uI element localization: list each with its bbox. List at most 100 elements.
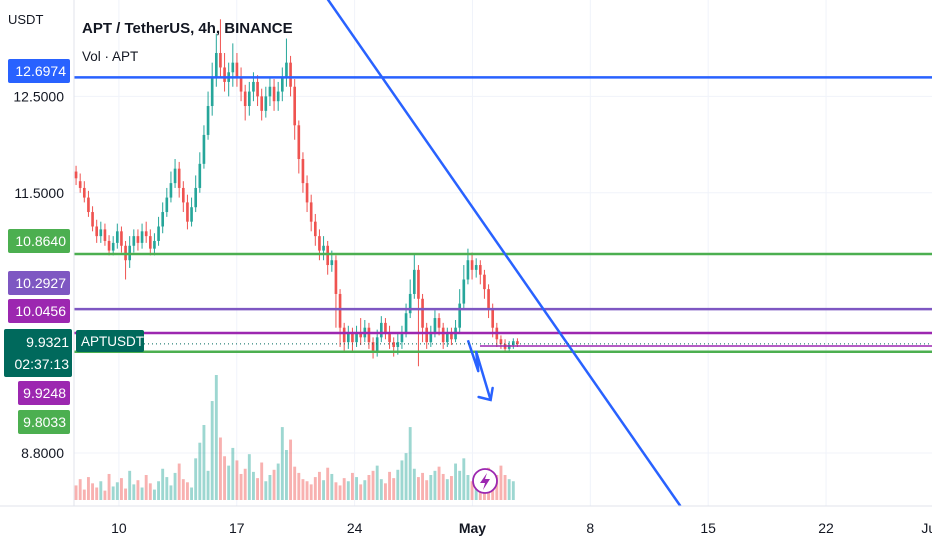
candle-body[interactable] [157, 226, 160, 241]
candle-body[interactable] [144, 231, 148, 237]
candle-body[interactable] [78, 181, 82, 188]
candle-body[interactable] [194, 187, 198, 208]
candle-body[interactable] [305, 183, 309, 203]
candle-body[interactable] [421, 298, 424, 328]
candle-body[interactable] [190, 207, 193, 222]
horizontal-levels[interactable] [74, 76, 932, 354]
candle-body[interactable] [487, 289, 490, 309]
candle-body[interactable] [445, 332, 449, 343]
candle-body[interactable] [318, 236, 321, 251]
candle-body[interactable] [165, 197, 169, 213]
candle-body[interactable] [507, 345, 511, 349]
candle-body[interactable] [206, 106, 210, 135]
candle-body[interactable] [326, 245, 330, 266]
candle-body[interactable] [297, 125, 301, 160]
candle-body[interactable] [280, 77, 284, 92]
candle-body[interactable] [256, 81, 259, 97]
candle-body[interactable] [99, 229, 103, 237]
candle-body[interactable] [396, 342, 400, 347]
candle-body[interactable] [458, 303, 462, 328]
candle-body[interactable] [82, 187, 86, 198]
candle-body[interactable] [276, 91, 280, 102]
candle-body[interactable] [210, 77, 214, 107]
candle-body[interactable] [198, 163, 202, 188]
candle-body[interactable] [115, 231, 119, 243]
candle-body[interactable] [247, 91, 251, 107]
candle-body[interactable] [136, 236, 140, 243]
candle-body[interactable] [239, 77, 243, 92]
candle-body[interactable] [474, 265, 478, 270]
candle-body[interactable] [516, 341, 519, 345]
candle-body[interactable] [437, 318, 441, 328]
candle-body[interactable] [177, 168, 181, 188]
candle-body[interactable] [111, 242, 115, 251]
candle-body[interactable] [351, 332, 354, 343]
candle-body[interactable] [214, 53, 218, 78]
candle-body[interactable] [355, 332, 358, 343]
candle-body[interactable] [417, 269, 420, 299]
candle-body[interactable] [511, 341, 515, 346]
candle-body[interactable] [309, 202, 313, 222]
candle-body[interactable] [499, 339, 503, 345]
candlesticks[interactable] [74, 19, 519, 367]
candle-body[interactable] [186, 202, 189, 222]
candle-body[interactable] [462, 279, 466, 304]
candle-body[interactable] [103, 229, 107, 241]
candle-body[interactable] [346, 332, 350, 343]
candle-body[interactable] [153, 240, 156, 249]
candle-body[interactable] [223, 67, 226, 82]
candle-body[interactable] [268, 86, 272, 97]
candle-body[interactable] [132, 236, 136, 246]
candle-body[interactable] [219, 53, 222, 68]
candle-body[interactable] [148, 236, 152, 249]
candle-body[interactable] [173, 168, 177, 184]
candle-body[interactable] [235, 62, 239, 78]
candle-body[interactable] [95, 226, 99, 237]
candle-body[interactable] [140, 231, 144, 243]
candle-body[interactable] [379, 322, 383, 338]
candle-body[interactable] [429, 332, 433, 343]
candle-body[interactable] [285, 62, 288, 78]
candle-body[interactable] [478, 265, 482, 275]
candle-body[interactable] [322, 245, 325, 251]
candle-body[interactable] [470, 260, 474, 270]
candle-body[interactable] [260, 96, 264, 111]
candle-body[interactable] [330, 260, 334, 266]
candle-body[interactable] [483, 274, 486, 290]
candle-body[interactable] [169, 183, 173, 198]
candle-body[interactable] [441, 327, 445, 343]
candle-body[interactable] [491, 308, 495, 328]
candle-body[interactable] [243, 91, 247, 107]
candle-body[interactable] [400, 332, 404, 343]
candle-body[interactable] [107, 240, 111, 251]
candle-body[interactable] [404, 313, 408, 333]
candle-body[interactable] [74, 171, 78, 179]
descending-trendline[interactable] [322, 0, 682, 507]
candle-body[interactable] [367, 327, 371, 343]
candle-body[interactable] [181, 187, 185, 203]
candle-body[interactable] [301, 159, 305, 184]
candle-body[interactable] [120, 231, 123, 246]
candle-body[interactable] [231, 62, 235, 73]
candle-body[interactable] [264, 96, 268, 111]
candle-body[interactable] [252, 81, 255, 92]
candle-body[interactable] [412, 269, 416, 294]
candle-body[interactable] [375, 337, 379, 352]
candle-body[interactable] [392, 342, 396, 347]
candle-body[interactable] [371, 342, 375, 352]
candle-body[interactable] [338, 293, 342, 328]
candle-body[interactable] [450, 332, 453, 340]
candle-body[interactable] [202, 134, 206, 164]
candle-body[interactable] [91, 212, 94, 227]
candle-body[interactable] [342, 327, 346, 343]
candle-body[interactable] [289, 62, 292, 87]
candle-body[interactable] [161, 212, 165, 227]
candle-body[interactable] [408, 293, 412, 314]
candle-body[interactable] [466, 260, 470, 280]
candle-body[interactable] [388, 332, 391, 343]
candle-body[interactable] [334, 260, 338, 294]
candle-body[interactable] [87, 197, 90, 213]
candle-body[interactable] [313, 221, 317, 237]
candle-body[interactable] [433, 318, 437, 333]
